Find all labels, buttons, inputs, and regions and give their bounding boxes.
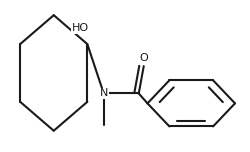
Text: O: O (140, 53, 148, 63)
Text: N: N (100, 88, 108, 98)
Text: HO: HO (72, 23, 88, 33)
